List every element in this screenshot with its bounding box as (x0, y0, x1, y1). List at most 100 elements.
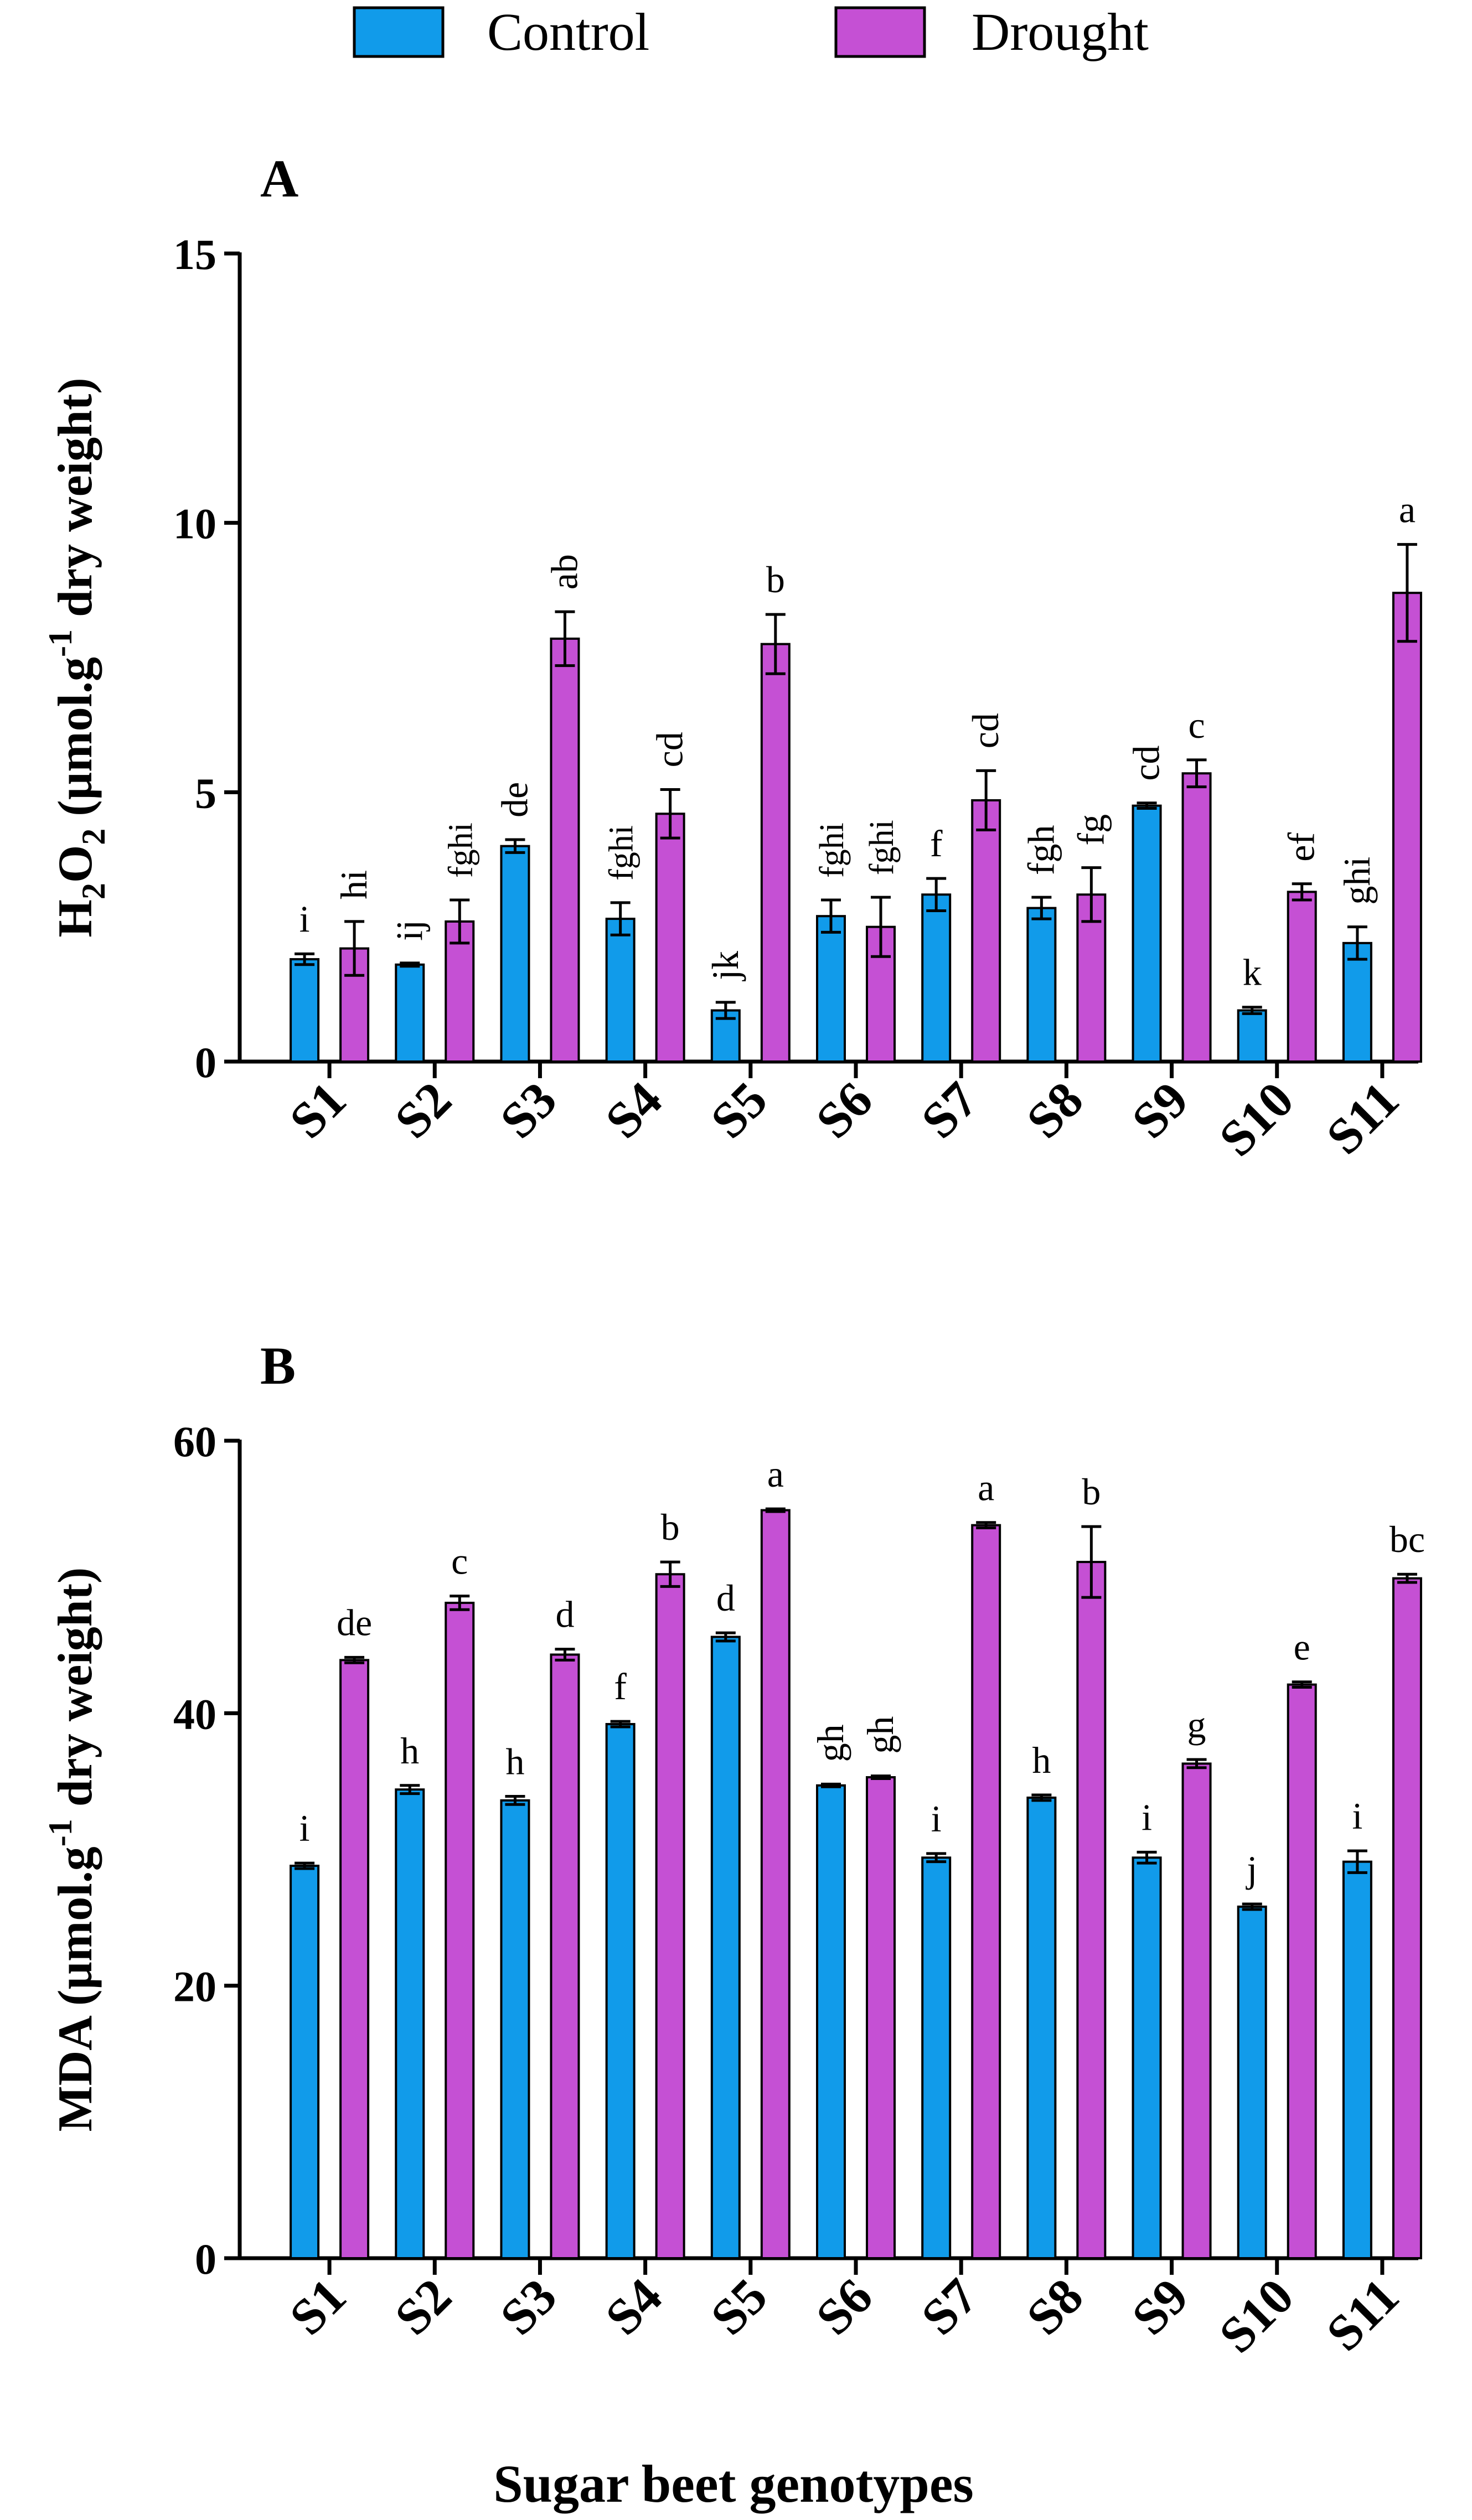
significance-label: gh (809, 1724, 851, 1762)
panel-b-mda-chart: B 0 20 40 60 MDA (µmol.g-1 dry weight) S1 S2 S3 S… (42, 1336, 1425, 2363)
significance-label: fghi (813, 822, 851, 878)
x-tick-label-s4: S4 (595, 1071, 673, 1149)
significance-label: gh (859, 1716, 901, 1754)
legend-label-0: Control (487, 2, 649, 61)
significance-label: cd (649, 732, 691, 767)
significance-label: g (1187, 1704, 1206, 1746)
y-tick-label: 0 (195, 2235, 216, 2283)
x-tick-label-s2: S2 (384, 1071, 462, 1149)
y-tick-label: 0 (195, 1038, 216, 1086)
bar-control-s1 (290, 1865, 320, 2260)
bar-drought-s5 (760, 1509, 791, 2259)
significance-label: ij (388, 920, 430, 941)
y-tick-label: 10 (173, 500, 216, 548)
x-tick-label-s8: S8 (1016, 1071, 1094, 1149)
x-tick-label-s5: S5 (700, 2268, 778, 2346)
bar-control-s10 (1237, 1009, 1267, 1063)
bar-drought-s7 (971, 799, 1001, 1063)
bar-control-s2 (395, 1788, 425, 2260)
x-tick-label-s11: S11 (1315, 1071, 1409, 1165)
bar-control-s4 (605, 1723, 636, 2259)
significance-label: fghi (603, 825, 641, 881)
significance-label: b (1082, 1471, 1101, 1513)
bar-drought-s9 (1181, 772, 1212, 1063)
x-tick-label-s7: S7 (910, 2268, 988, 2346)
significance-label: i (299, 898, 310, 940)
significance-label: c (1188, 704, 1205, 746)
bar-control-s3 (500, 1799, 530, 2259)
significance-label: b (661, 1506, 680, 1548)
y-tick-label: 20 (173, 1963, 216, 2011)
significance-label: fgh (1020, 825, 1062, 875)
bar-control-s5 (710, 1636, 741, 2259)
y-tick-label: 40 (173, 1690, 216, 1738)
bar-drought-s4 (655, 813, 685, 1063)
bar-drought-s10 (1287, 891, 1317, 1063)
bar-drought-s1 (339, 1659, 370, 2259)
significance-label: de (337, 1601, 372, 1643)
x-tick-label-s1: S1 (278, 2268, 357, 2346)
significance-label: f (930, 822, 943, 865)
significance-label: i (299, 1807, 310, 1849)
significance-label: i (1352, 1795, 1362, 1837)
bar-control-s11 (1342, 941, 1372, 1063)
bar-control-s8 (1026, 907, 1057, 1063)
x-tick-label-s10: S10 (1208, 1071, 1304, 1167)
bar-drought-s4 (655, 1573, 685, 2260)
significance-label: b (766, 558, 785, 601)
significance-label: a (978, 1467, 994, 1509)
significance-label: c (451, 1540, 468, 1582)
significance-label: a (767, 1453, 784, 1495)
bar-drought-s3 (550, 637, 580, 1063)
significance-label: ab (543, 554, 585, 589)
significance-label: fg (1070, 814, 1112, 846)
bar-drought-s9 (1181, 1762, 1212, 2260)
legend: Control Drought (353, 2, 1149, 61)
significance-label: e (1294, 1626, 1310, 1668)
y-axis-title: H2O2 (µmol.g-1 dry weight) (42, 377, 112, 937)
panel-a-h2o2-chart: A 0 5 10 15 H2O2 (µmol.g-1 dry weight) S1 S2 S3 S… (42, 149, 1422, 1167)
y-tick-label: 60 (173, 1417, 216, 1466)
x-tick-label-s10: S10 (1208, 2268, 1304, 2363)
x-tick-label-s3: S3 (489, 2268, 567, 2346)
significance-label: hi (333, 870, 375, 899)
significance-label: ghi (1336, 857, 1378, 905)
bar-control-s3 (500, 845, 530, 1063)
significance-label: i (1142, 1796, 1152, 1838)
x-axis-title: Sugar beet genotypes (493, 2454, 974, 2513)
significance-label: i (931, 1798, 942, 1840)
legend-swatch-1 (834, 6, 926, 58)
significance-label: f (614, 1665, 627, 1707)
significance-label: d (555, 1593, 574, 1636)
legend-swatch-0 (353, 6, 445, 58)
bar-control-s4 (605, 918, 636, 1063)
bar-drought-s8 (1076, 1561, 1107, 2259)
bar-control-s6 (816, 1784, 846, 2260)
significance-label: bc (1390, 1518, 1425, 1560)
bar-drought-s10 (1287, 1683, 1317, 2260)
significance-label: h (400, 1730, 419, 1772)
significance-label: fghi (863, 820, 901, 875)
bar-drought-s2 (445, 1601, 475, 2259)
significance-label: fghi (442, 822, 479, 878)
significance-label: de (493, 782, 535, 817)
bar-control-s8 (1026, 1796, 1057, 2260)
bar-control-s11 (1342, 1860, 1372, 2259)
x-tick-label-s2: S2 (384, 2268, 462, 2346)
panel-label: A (260, 149, 298, 208)
x-tick-label-s7: S7 (910, 1071, 988, 1149)
bar-drought-s11 (1392, 592, 1422, 1063)
bar-drought-s11 (1392, 1577, 1422, 2260)
significance-label: j (1246, 1848, 1257, 1890)
x-tick-label-s5: S5 (700, 1071, 778, 1149)
significance-label: cd (964, 713, 1006, 748)
legend-label-1: Drought (972, 2, 1149, 61)
bar-control-s7 (921, 1856, 952, 2259)
bar-control-s7 (921, 893, 952, 1063)
significance-label: a (1399, 489, 1416, 531)
y-axis-title: MDA (µmol.g-1 dry weight) (42, 1567, 102, 2132)
bar-control-s9 (1132, 804, 1162, 1063)
significance-label: h (505, 1740, 524, 1782)
x-tick-label-s4: S4 (595, 2268, 673, 2346)
significance-label: d (716, 1577, 735, 1619)
